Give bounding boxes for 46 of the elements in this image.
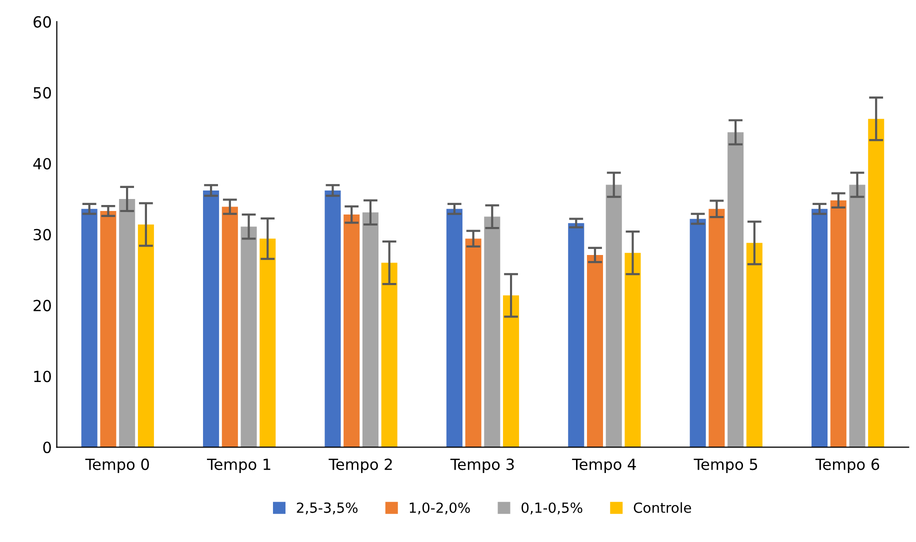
legend-label: 2,5-3,5% [296, 502, 358, 514]
y-tick-label: 20 [34, 300, 51, 312]
y-tick-label: 60 [34, 16, 51, 28]
bar [260, 238, 276, 448]
bar [568, 223, 584, 448]
legend-label: Controle [634, 502, 692, 513]
bar [868, 118, 884, 448]
bar [344, 214, 360, 448]
bar [240, 226, 257, 448]
y-tick-label: 50 [34, 87, 51, 99]
legend-label: 1,0-2,0% [410, 502, 470, 514]
x-tick-label: Tempo 4 [572, 458, 636, 474]
bar [362, 212, 378, 448]
x-tick-label: Tempo 2 [328, 458, 392, 474]
bar [708, 208, 725, 448]
bar [503, 295, 520, 448]
bar [484, 216, 500, 448]
bar [606, 184, 622, 448]
bar [119, 198, 136, 448]
bar [100, 211, 116, 448]
bar [690, 218, 706, 448]
y-tick-label: 40 [33, 158, 51, 170]
bar [624, 252, 641, 448]
x-tick-label: Tempo 0 [85, 458, 149, 474]
bar [465, 238, 482, 448]
bar [812, 208, 828, 448]
y-tick-label: 10 [34, 370, 51, 382]
x-tick-label: Tempo 1 [206, 458, 270, 474]
bar [203, 190, 220, 448]
bar [830, 200, 846, 448]
bar [728, 132, 744, 448]
bar [586, 254, 604, 448]
legend-label: 0,1-0,5% [522, 502, 582, 514]
bar [746, 242, 762, 448]
y-tick-label: 0 [43, 442, 51, 454]
bar [446, 208, 462, 448]
bar [222, 206, 238, 448]
y-tick-label: 30 [34, 228, 51, 240]
bar [138, 224, 154, 448]
x-tick-label: Tempo 5 [694, 458, 758, 474]
bar [381, 262, 398, 448]
x-tick-label: Tempo 6 [815, 458, 880, 474]
bar [849, 184, 866, 448]
bar [324, 190, 341, 448]
bar [81, 208, 98, 448]
x-tick-label: Tempo 3 [450, 458, 514, 474]
